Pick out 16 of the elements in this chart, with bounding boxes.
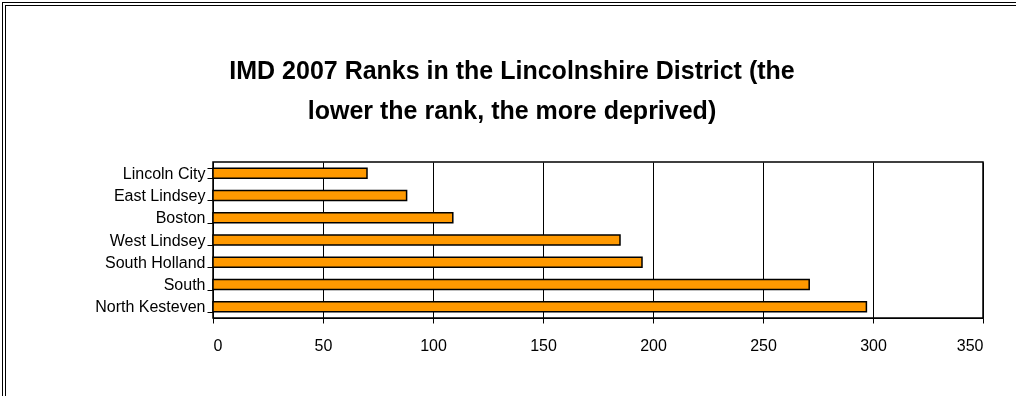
x-tick-label: 50 xyxy=(314,336,333,354)
x-tick-label: 250 xyxy=(750,336,777,354)
y-tick-label: Boston xyxy=(155,209,206,227)
y-tick-label: East Lindsey xyxy=(113,186,206,204)
y-tick-label: South Holland xyxy=(104,253,206,271)
y-tick-label: South xyxy=(163,276,206,294)
y-tick-label: West Lindsey xyxy=(109,231,206,249)
x-tick-label: 0 xyxy=(213,336,223,354)
x-tick-label: 200 xyxy=(640,336,667,354)
y-tick-label: Lincoln City xyxy=(122,164,206,182)
chart-title: IMD 2007 Ranks in the Lincolnshire District (the lower the rank, the more deprived) xyxy=(229,56,795,124)
x-tick-label: 100 xyxy=(420,336,447,354)
x-tick-label: 350 xyxy=(956,336,984,354)
y-tick-label: North Kesteven xyxy=(95,298,206,316)
x-tick-label: 150 xyxy=(530,336,557,354)
x-tick-label: 300 xyxy=(860,336,887,354)
